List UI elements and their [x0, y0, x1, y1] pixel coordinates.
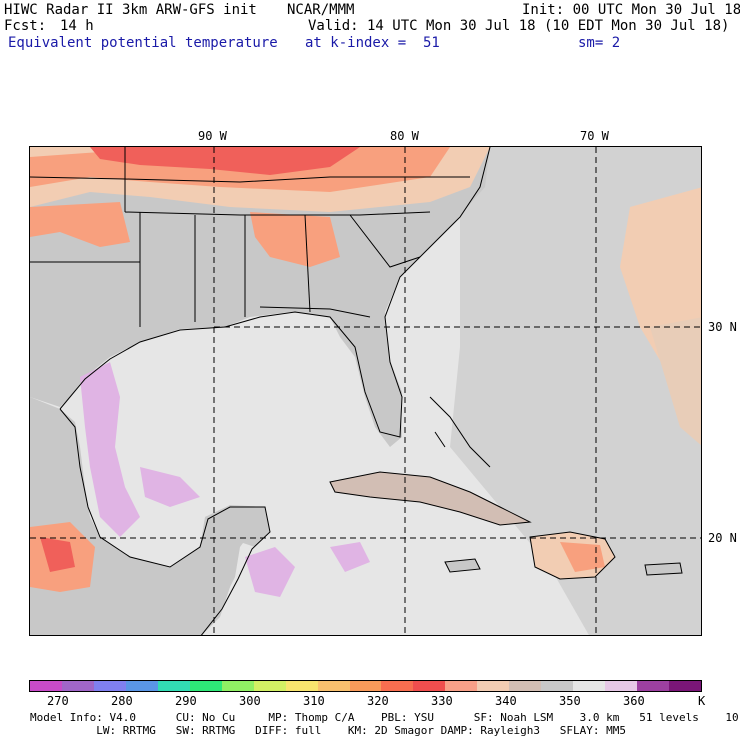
florida-land	[330, 317, 402, 447]
colorbar-tick: 340	[495, 694, 517, 708]
bahamas-coast	[429, 396, 491, 468]
colorbar-cell	[509, 681, 542, 691]
state-boundaries	[30, 147, 470, 327]
boundary-line	[349, 214, 421, 268]
cuba-land	[330, 472, 530, 525]
jamaica-land	[445, 559, 480, 572]
model-info-line2: LW: RRTMG SW: RRTMG DIFF: full KM: 2D Sm…	[30, 724, 627, 737]
lon-label-80w: 80 W	[390, 129, 419, 143]
colorbar-cell	[93, 681, 126, 691]
colorbar-cell	[253, 681, 286, 691]
valid-time: Valid: 14 UTC Mon 30 Jul 18 (10 EDT Mon …	[308, 18, 730, 34]
colorbar-tick: 320	[367, 694, 389, 708]
colorbar-cell	[413, 681, 446, 691]
lat-label-30n: 30 N	[708, 320, 737, 334]
warm-salmon-appalachia	[250, 212, 340, 267]
colorbar-cell	[669, 681, 702, 691]
hispaniola-coast	[529, 531, 616, 580]
colorbar-cell	[381, 681, 414, 691]
lon-label-90w: 90 W	[198, 129, 227, 143]
colorbar-cell	[637, 681, 670, 691]
colorbar-unit: K	[698, 694, 706, 708]
lat-label-20n: 20 N	[708, 531, 737, 545]
colorbar-cell	[477, 681, 510, 691]
boundary-line	[304, 214, 311, 313]
colorbar-cell	[605, 681, 638, 691]
colorbar-cell	[541, 681, 574, 691]
colorbar-tick: 270	[47, 694, 69, 708]
boundary-line	[30, 176, 470, 183]
map-panel	[29, 146, 702, 636]
warm-salmon-west	[30, 202, 130, 247]
hispaniola-salmon	[560, 542, 605, 572]
mexico-coast	[59, 408, 271, 635]
colorbar	[29, 680, 702, 692]
puerto-rico-coast	[644, 562, 683, 576]
colorbar-tick: 310	[303, 694, 325, 708]
hot-red-north	[90, 147, 360, 175]
smoothing-label: sm= 2	[578, 35, 621, 51]
organization-label: NCAR/MMM	[287, 2, 355, 18]
colorbar-cell	[445, 681, 478, 691]
colorbar-tick: 330	[431, 694, 453, 708]
colorbar-cell	[189, 681, 222, 691]
gulf-lilac-west	[80, 362, 140, 537]
gulf-lilac-central	[140, 467, 200, 507]
forecast-hour: 14 h	[60, 18, 94, 34]
init-time: Init: 00 UTC Mon 30 Jul 18	[522, 2, 740, 18]
colorbar-cell	[573, 681, 606, 691]
lat-lon-grid	[30, 147, 701, 635]
colorbar-tick: 290	[175, 694, 197, 708]
mexico-red-spot	[40, 537, 75, 572]
central-america-land	[150, 547, 230, 635]
colorbar-cell	[157, 681, 190, 691]
colorbar-cell	[285, 681, 318, 691]
colorbar-cell	[30, 681, 62, 691]
yucatan-land	[205, 505, 270, 547]
atlantic-tan-zone-south	[650, 317, 701, 446]
cuba-coast	[329, 471, 532, 526]
coastlines	[59, 147, 683, 635]
colorbar-tick: 280	[111, 694, 133, 708]
level-label: at k-index = 51	[305, 35, 440, 51]
caribbean-lilac-east	[330, 542, 370, 572]
field-name: Equivalent potential temperature	[8, 35, 278, 51]
colorbar-cell	[125, 681, 158, 691]
colorbar-cell	[221, 681, 254, 691]
forecast-label: Fcst:	[4, 18, 47, 34]
colorbar-tick: 360	[623, 694, 645, 708]
jamaica-coast	[444, 558, 481, 573]
theta-e-field-map	[30, 147, 701, 635]
caribbean-lilac	[245, 547, 295, 597]
colorbar-tick: 300	[239, 694, 261, 708]
colorbar-tick: 350	[559, 694, 581, 708]
colorbar-cell	[317, 681, 350, 691]
lon-label-70w: 70 W	[580, 129, 609, 143]
boundary-line	[259, 306, 371, 318]
us-gulf-coast	[59, 147, 491, 438]
puerto-rico-land	[645, 563, 682, 575]
boundary-line	[124, 211, 431, 216]
plot-title: HIWC Radar II 3km ARW-GFS init	[4, 2, 257, 18]
colorbar-cell	[61, 681, 94, 691]
colorbar-cell	[349, 681, 382, 691]
model-info-line1: Model Info: V4.0 CU: No Cu MP: Thomp C/A…	[30, 711, 740, 724]
